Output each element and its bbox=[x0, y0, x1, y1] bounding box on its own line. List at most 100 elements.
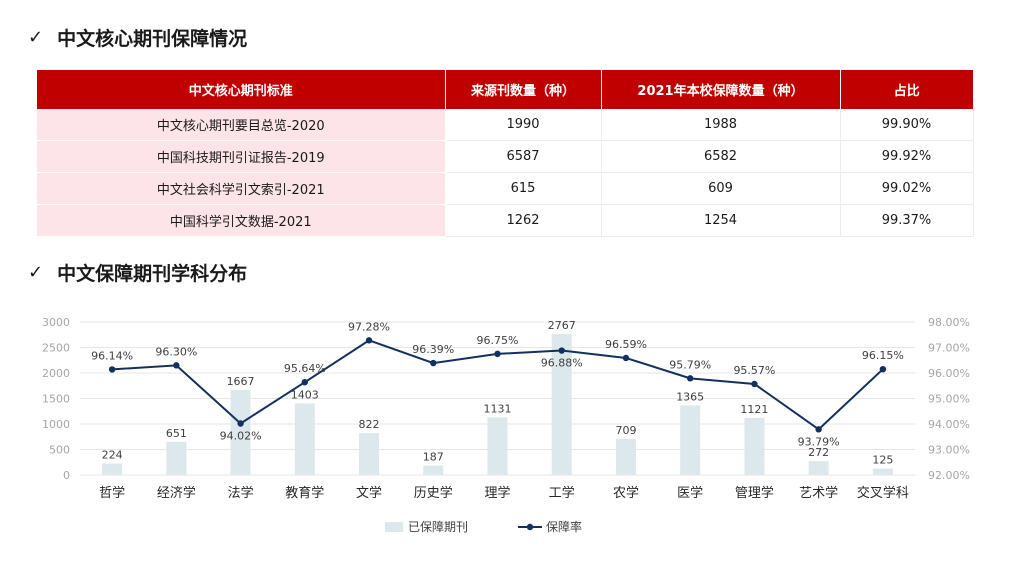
bar bbox=[230, 389, 251, 475]
y-left-tick-label: 0 bbox=[63, 469, 70, 482]
x-tick-label: 理学 bbox=[484, 485, 510, 501]
table-cell: 99.37% bbox=[840, 204, 974, 237]
line-data-label: 96.30% bbox=[155, 345, 197, 358]
line-point bbox=[173, 362, 180, 369]
table-cell: 615 bbox=[445, 172, 602, 205]
line-data-label: 95.57% bbox=[733, 364, 775, 377]
line-data-label: 95.64% bbox=[284, 362, 326, 375]
x-tick-label: 艺术学 bbox=[799, 485, 838, 501]
bar-data-label: 1667 bbox=[227, 375, 255, 388]
y-right-tick-label: 96.00% bbox=[928, 367, 970, 380]
bar bbox=[551, 333, 572, 475]
x-tick-label: 医学 bbox=[677, 485, 703, 501]
table-cell: 中国科学引文数据-2021 bbox=[37, 204, 446, 237]
bar-data-label: 187 bbox=[423, 450, 444, 463]
line-data-label: 96.15% bbox=[862, 349, 904, 362]
table-cell: 99.90% bbox=[840, 109, 974, 141]
x-tick-label: 农学 bbox=[613, 485, 639, 501]
check-icon: ✓ bbox=[28, 262, 44, 283]
column-header: 2021年本校保障数量（种） bbox=[601, 70, 841, 109]
line-data-label: 96.14% bbox=[91, 349, 133, 362]
table-cell: 中文社会科学引文索引-2021 bbox=[37, 172, 446, 205]
bar-data-label: 2767 bbox=[548, 319, 576, 332]
x-tick-label: 文学 bbox=[356, 485, 382, 501]
table-cell: 1990 bbox=[445, 109, 602, 141]
bar-data-label: 1365 bbox=[676, 390, 704, 403]
x-tick-label: 工学 bbox=[549, 485, 575, 501]
core-journal-table: 中文核心期刊标准 来源刊数量（种） 2021年本校保障数量（种） 占比 中文核心… bbox=[37, 70, 974, 237]
line-data-label: 96.39% bbox=[412, 343, 454, 356]
table-cell: 1254 bbox=[601, 204, 841, 237]
bar bbox=[359, 433, 380, 475]
x-tick-label: 教育学 bbox=[285, 485, 324, 501]
line-data-label: 95.79% bbox=[669, 358, 711, 371]
table-cell: 609 bbox=[601, 172, 841, 205]
legend-swatch-bars bbox=[385, 522, 403, 532]
table-cell: 6582 bbox=[601, 140, 841, 173]
bar-data-label: 1403 bbox=[291, 388, 319, 401]
legend-label: 已保障期刊 bbox=[408, 519, 468, 534]
table-cell: 中文核心期刊要目总览-2020 bbox=[37, 109, 446, 141]
table-row: 中国科技期刊引证报告-2019 6587 6582 99.92% bbox=[37, 140, 974, 173]
column-header: 占比 bbox=[840, 70, 973, 109]
bar bbox=[680, 405, 701, 475]
line-point bbox=[108, 366, 116, 373]
section-title: 中文保障期刊学科分布 bbox=[57, 263, 248, 285]
line-point bbox=[301, 378, 309, 386]
table-row: 中文社会科学引文索引-2021 615 609 99.02% bbox=[37, 172, 974, 205]
subject-distribution-chart: 0 500 1000 1500 2000 2500 3000 92.00% 93.00% 94.0… bbox=[42, 316, 970, 534]
line-data-label: 96.75% bbox=[477, 334, 519, 347]
bar-data-label: 224 bbox=[102, 449, 123, 462]
check-icon: ✓ bbox=[28, 27, 44, 48]
section-heading-core-journals: ✓ 中文核心期刊保障情况 bbox=[28, 24, 247, 51]
table-cell: 99.92% bbox=[840, 140, 974, 173]
table-cell: 99.02% bbox=[840, 172, 974, 205]
line-point bbox=[686, 375, 694, 382]
table-row: 中文核心期刊要目总览-2020 1990 1988 99.90% bbox=[37, 109, 974, 141]
bar bbox=[102, 463, 123, 475]
column-header: 来源刊数量（种） bbox=[445, 70, 602, 109]
line-data-label: 93.79% bbox=[798, 435, 840, 448]
x-tick-label: 经济学 bbox=[157, 485, 196, 501]
bar-data-label: 1131 bbox=[484, 402, 512, 415]
table-cell: 中国科技期刊引证报告-2019 bbox=[37, 140, 446, 173]
table-row: 中国科学引文数据-2021 1262 1254 99.37% bbox=[37, 204, 974, 237]
y-right-tick-label: 95.00% bbox=[928, 393, 970, 406]
y-right-tick-label: 97.00% bbox=[928, 342, 970, 355]
x-tick-label: 哲学 bbox=[99, 485, 125, 501]
y-left-tick-label: 3000 bbox=[42, 316, 70, 329]
bar-data-label: 125 bbox=[872, 454, 893, 467]
bar-data-label: 822 bbox=[359, 418, 380, 431]
y-right-tick-label: 93.00% bbox=[928, 444, 970, 457]
line-point bbox=[815, 426, 822, 433]
x-tick-label: 历史学 bbox=[414, 485, 453, 501]
bar bbox=[808, 461, 829, 475]
bar bbox=[423, 465, 444, 475]
section-title: 中文核心期刊保障情况 bbox=[57, 28, 248, 50]
table-cell: 6587 bbox=[445, 140, 602, 173]
line-point bbox=[365, 337, 373, 344]
y-left-tick-label: 2000 bbox=[42, 367, 70, 380]
bar bbox=[615, 438, 636, 475]
table-header-row: 中文核心期刊标准 来源刊数量（种） 2021年本校保障数量（种） 占比 bbox=[37, 70, 973, 109]
line-data-label: 94.02% bbox=[220, 429, 262, 442]
line-point bbox=[494, 350, 501, 358]
y-left-tick-label: 1500 bbox=[42, 393, 70, 406]
line-point bbox=[751, 380, 758, 388]
line-data-label: 97.28% bbox=[348, 320, 390, 333]
line-data-label: 96.59% bbox=[605, 338, 647, 351]
line-point bbox=[558, 347, 565, 354]
bar bbox=[487, 417, 508, 475]
bar-data-label: 272 bbox=[808, 446, 829, 459]
bar bbox=[166, 441, 187, 475]
y-right-tick-label: 98.00% bbox=[928, 316, 970, 329]
bar bbox=[294, 403, 315, 475]
bar bbox=[744, 417, 765, 475]
section-heading-subject-distribution: ✓ 中文保障期刊学科分布 bbox=[28, 259, 247, 286]
legend-marker bbox=[526, 523, 534, 531]
table-cell: 1988 bbox=[601, 109, 841, 141]
bar bbox=[872, 468, 893, 475]
table-cell: 1262 bbox=[445, 204, 602, 237]
line-point bbox=[237, 420, 244, 427]
x-tick-label: 管理学 bbox=[735, 485, 774, 501]
